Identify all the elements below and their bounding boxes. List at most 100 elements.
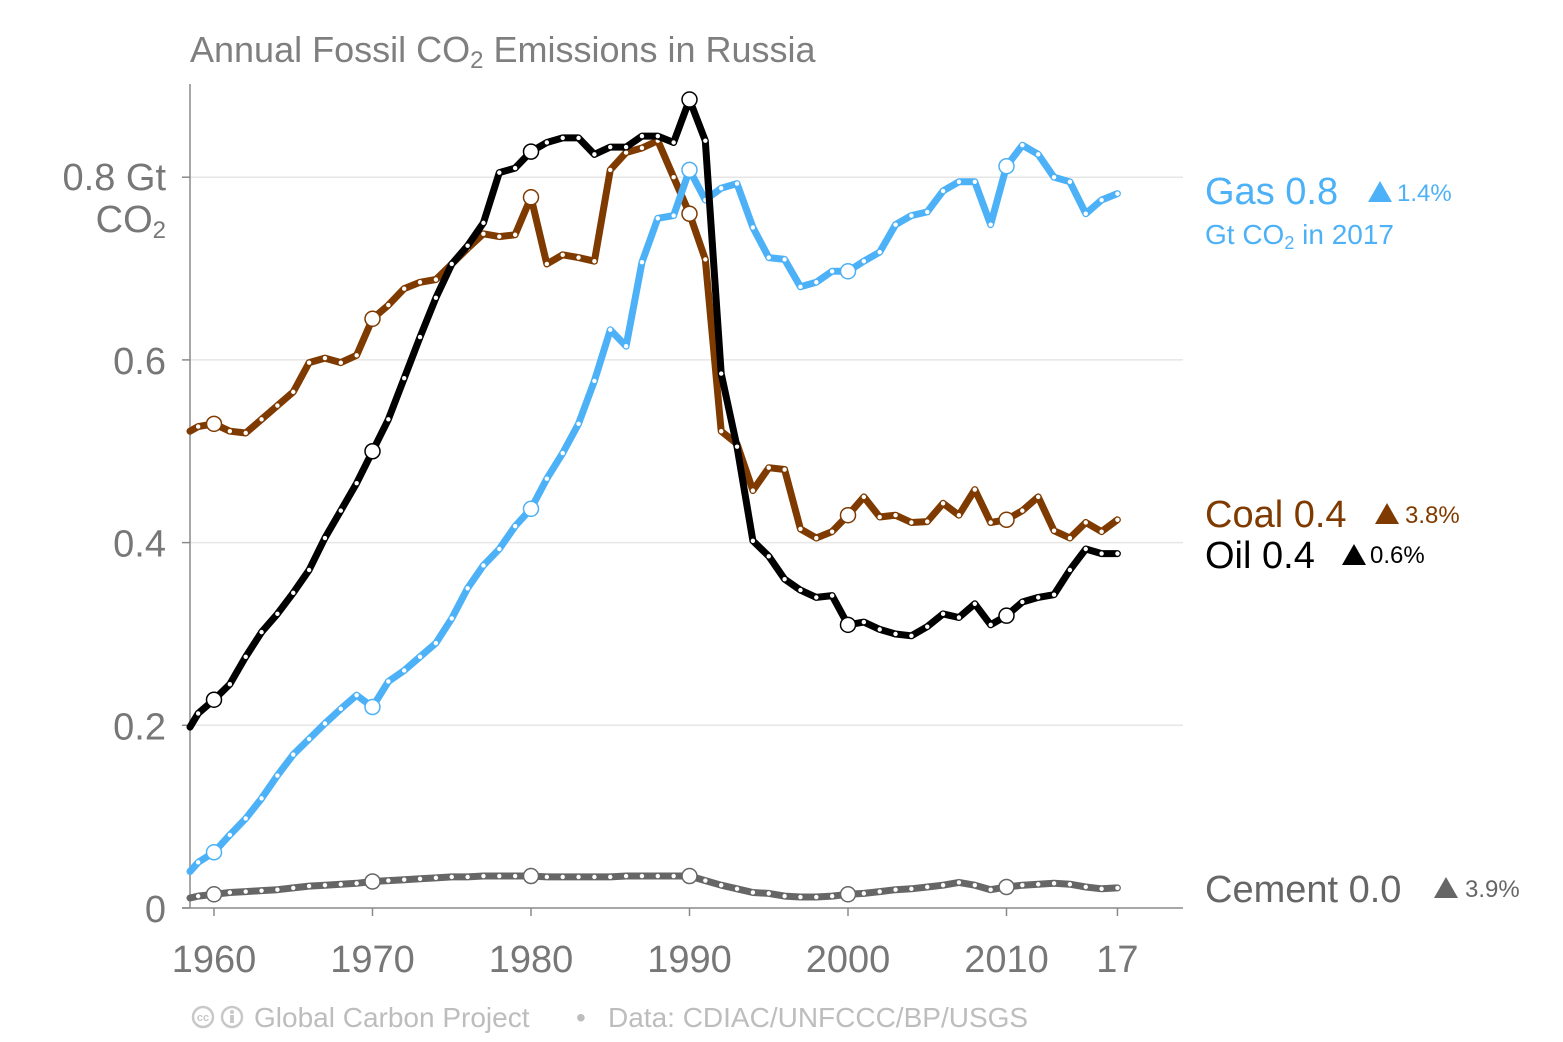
x-tick-label: 17 [1096,939,1138,981]
data-point-cement [433,875,439,881]
data-point-coal [227,428,233,434]
data-point-coal [719,428,724,434]
data-point-gas [940,188,946,194]
data-point-coal [703,257,708,262]
data-point-gas [592,378,597,384]
decade-marker-coal [205,415,223,433]
data-point-oil [798,587,803,593]
data-point-oil [354,481,359,486]
data-point-coal [623,150,629,155]
x-tick-label: 1980 [489,939,574,981]
up-triangle-icon [1434,877,1458,898]
up-triangle-icon [1342,544,1366,565]
data-point-coal [1051,528,1057,533]
data-point-coal [1083,520,1088,525]
data-point-gas [623,343,629,349]
data-point-coal [893,512,898,518]
decade-marker-oil [998,607,1015,624]
data-point-coal [259,417,264,422]
data-point-oil [481,220,486,226]
data-point-oil [291,590,296,596]
data-point-coal [671,175,676,180]
data-point-cement [275,887,280,892]
data-point-cement [291,885,296,891]
data-point-oil [544,140,550,145]
data-point-cement [988,887,993,892]
decade-marker-gas [522,500,540,518]
data-point-oil [1036,595,1041,600]
x-tick-label: 2000 [806,939,891,981]
data-point-oil [608,144,613,150]
data-point-coal [1115,517,1120,522]
data-point-cement [243,889,248,894]
label-gas-value: Gas 0.8 [1205,171,1338,213]
data-point-oil [909,633,914,638]
grid-lines [190,176,1183,727]
data-point-cement [861,891,867,896]
series-cement [186,867,1121,903]
series-oil [186,91,1121,731]
data-point-cement [671,873,676,879]
data-point-coal [1067,535,1073,541]
decade-marker-coal [681,205,698,222]
data-point-cement [655,873,660,879]
y-axis-unit-label-line1: 0.8 Gt [63,157,167,199]
data-point-oil [195,711,201,716]
data-point-gas [306,736,312,742]
data-point-coal [1036,494,1041,500]
data-point-gas [829,269,835,274]
decade-marker-oil [681,91,698,108]
data-point-cement [925,884,930,890]
data-point-cement [893,887,898,892]
data-point-coal [925,519,930,524]
decade-marker-cement [364,873,381,890]
x-tick-label: 1990 [647,939,732,981]
data-point-gas [925,209,930,215]
decade-marker-coal [522,189,540,206]
data-point-oil [829,593,835,598]
data-point-cement [560,874,565,880]
data-point-cement [306,883,312,889]
data-point-cement [592,874,597,880]
data-point-coal [608,167,613,173]
decade-marker-oil [205,691,223,708]
label-gas-pct: 1.4% [1397,180,1452,207]
series-coal [186,137,1121,542]
data-point-cement [719,882,724,888]
decade-marker-oil [364,443,381,460]
data-point-coal [512,232,518,237]
data-point-gas [1083,211,1088,216]
data-point-oil [703,138,708,143]
data-point-cement [512,873,518,879]
data-point-oil [671,140,676,145]
data-point-oil [972,601,977,607]
data-point-oil [1115,551,1120,556]
data-point-coal [497,234,502,239]
x-tick-label: 1960 [172,939,257,981]
label-oil-pct: 0.6% [1370,542,1425,569]
footer-separator: • [576,1002,586,1033]
data-point-gas [275,773,280,778]
data-point-coal [940,501,946,506]
data-point-gas [814,280,819,285]
data-point-gas [481,563,486,568]
data-point-cement [703,878,708,883]
label-oil: Oil 0.4 0.6% [1205,535,1425,577]
data-point-coal [386,302,391,308]
data-point-oil [449,261,454,267]
data-point-gas [560,450,565,456]
data-point-oil [338,508,343,513]
data-point-cement [1036,882,1041,887]
data-point-oil [560,135,565,141]
data-point-cement [972,882,977,888]
data-point-cement [338,882,343,887]
y-tick-label: 0 [145,889,166,931]
x-tick-label: 2010 [964,939,1049,981]
label-coal-value: Coal 0.4 [1205,494,1347,536]
data-point-gas [639,259,645,265]
label-coal-pct: 3.8% [1405,502,1460,529]
data-point-cement [956,880,962,885]
data-point-coal [750,488,756,493]
data-point-cement [750,890,756,895]
